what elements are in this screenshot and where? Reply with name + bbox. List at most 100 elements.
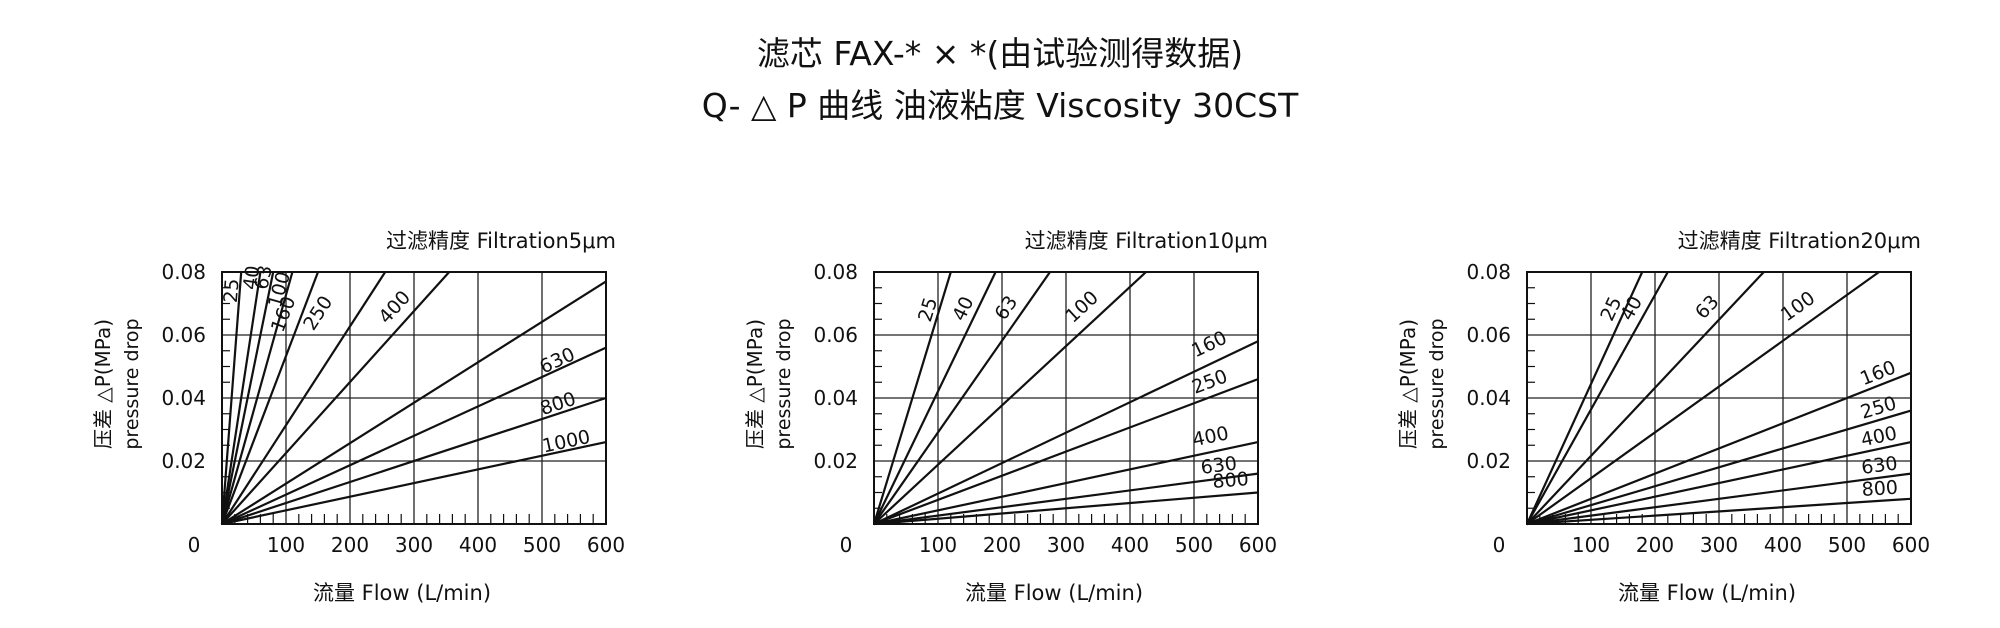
x-tick-label: 300: [395, 533, 433, 557]
title-line-1: 滤芯 FAX-* × *(由试验测得数据): [756, 34, 1244, 73]
series-line: [221, 441, 607, 526]
series-label: 630: [1199, 452, 1238, 479]
series-line: [1526, 409, 1912, 526]
chart-subtitle: 过滤精度 Filtration10μm: [1025, 229, 1268, 253]
y-tick-label: 0.08: [1466, 260, 1511, 284]
series-label: 400: [1191, 422, 1231, 451]
x-axis-label: 流量 Flow (L/min): [965, 581, 1143, 605]
series-label: 250: [299, 292, 337, 334]
series-line: [221, 396, 607, 526]
series-label: 1000: [540, 426, 592, 458]
x-tick-label: 400: [1111, 533, 1149, 557]
x-tick-label: 100: [267, 533, 305, 557]
y-tick-label: 0.04: [1466, 386, 1511, 410]
chart-subtitle: 过滤精度 Filtration20μm: [1678, 229, 1921, 253]
x-tick-label: 200: [1636, 533, 1674, 557]
series-line: [873, 271, 997, 525]
y-axis-label-en: pressure drop: [1426, 318, 1448, 449]
x-tick-label: 600: [587, 533, 625, 557]
series-label: 400: [374, 287, 415, 329]
y-tick-label: 0.02: [1466, 449, 1511, 473]
y-axis-label-cn: 压差 △P(MPa): [91, 319, 115, 449]
origin-label: 0: [840, 533, 853, 557]
series-line: [873, 441, 1259, 526]
series-line: [1526, 271, 1669, 525]
x-tick-label: 200: [331, 533, 369, 557]
series-label: 250: [1858, 392, 1899, 423]
series-line: [873, 491, 1259, 526]
series-line: [220, 271, 294, 525]
series-line: [873, 472, 1259, 526]
x-tick-label: 500: [523, 533, 561, 557]
x-axis-label: 流量 Flow (L/min): [1618, 581, 1796, 605]
series-line: [221, 346, 607, 525]
series-line: [872, 271, 952, 525]
series-label: 100: [1061, 287, 1103, 328]
y-tick-label: 0.04: [161, 386, 206, 410]
y-tick-label: 0.06: [161, 323, 206, 347]
series-line: [221, 271, 451, 525]
series-line: [1526, 271, 1880, 525]
x-tick-label: 600: [1892, 533, 1930, 557]
x-tick-label: 400: [1764, 533, 1802, 557]
y-tick-label: 0.06: [1466, 323, 1511, 347]
series-label: 40: [239, 264, 264, 291]
series-line: [221, 280, 607, 525]
series-line: [873, 271, 1051, 525]
x-tick-label: 300: [1047, 533, 1085, 557]
y-axis-label-cn: 压差 △P(MPa): [743, 319, 767, 449]
series-label: 800: [537, 388, 578, 420]
x-tick-label: 400: [459, 533, 497, 557]
series-line: [220, 271, 320, 525]
x-tick-label: 100: [919, 533, 957, 557]
x-tick-label: 100: [1572, 533, 1610, 557]
origin-label: 0: [1493, 533, 1506, 557]
series-line: [1526, 472, 1912, 526]
page-title: 滤芯 FAX-* × *(由试验测得数据) Q- △ P 曲线 油液粘度 Vis…: [0, 28, 2000, 132]
y-tick-label: 0.02: [813, 449, 858, 473]
series-line: [221, 271, 387, 525]
series-label: 63: [251, 263, 277, 291]
y-tick-label: 0.08: [161, 260, 206, 284]
series-line: [1526, 497, 1912, 526]
series-label: 800: [1212, 468, 1250, 493]
x-axis-label: 流量 Flow (L/min): [313, 581, 491, 605]
series-line: [220, 271, 275, 525]
series-label: 160: [1857, 356, 1899, 390]
x-tick-label: 300: [1700, 533, 1738, 557]
series-line: [873, 271, 1147, 525]
series-label: 40: [948, 293, 978, 324]
series-line: [873, 378, 1259, 526]
y-axis-label-cn: 压差 △P(MPa): [1396, 319, 1420, 449]
series-line: [1526, 371, 1912, 526]
series-line: [220, 271, 262, 525]
plot-frame: [1526, 271, 1912, 525]
title-line-2: Q- △ P 曲线 油液粘度 Viscosity 30CST: [701, 86, 1299, 125]
series-line: [220, 271, 243, 525]
series-line: [1526, 441, 1912, 526]
series-label: 630: [536, 343, 578, 378]
series-label: 630: [1860, 452, 1899, 479]
origin-label: 0: [188, 533, 201, 557]
chart-subtitle: 过滤精度 Filtration5μm: [386, 229, 616, 253]
series-line: [1525, 271, 1644, 525]
y-tick-label: 0.04: [813, 386, 858, 410]
series-label: 25: [220, 278, 244, 304]
series-line: [873, 340, 1259, 525]
y-axis-label-en: pressure drop: [773, 318, 795, 449]
y-axis-label-en: pressure drop: [121, 318, 143, 449]
x-tick-label: 200: [983, 533, 1021, 557]
y-tick-label: 0.06: [813, 323, 858, 347]
plot-frame: [873, 271, 1259, 525]
series-label: 800: [1861, 477, 1899, 501]
series-line: [1526, 271, 1765, 525]
x-tick-label: 500: [1175, 533, 1213, 557]
x-tick-label: 500: [1828, 533, 1866, 557]
x-tick-label: 600: [1239, 533, 1277, 557]
y-tick-label: 0.08: [813, 260, 858, 284]
y-tick-label: 0.02: [161, 449, 206, 473]
